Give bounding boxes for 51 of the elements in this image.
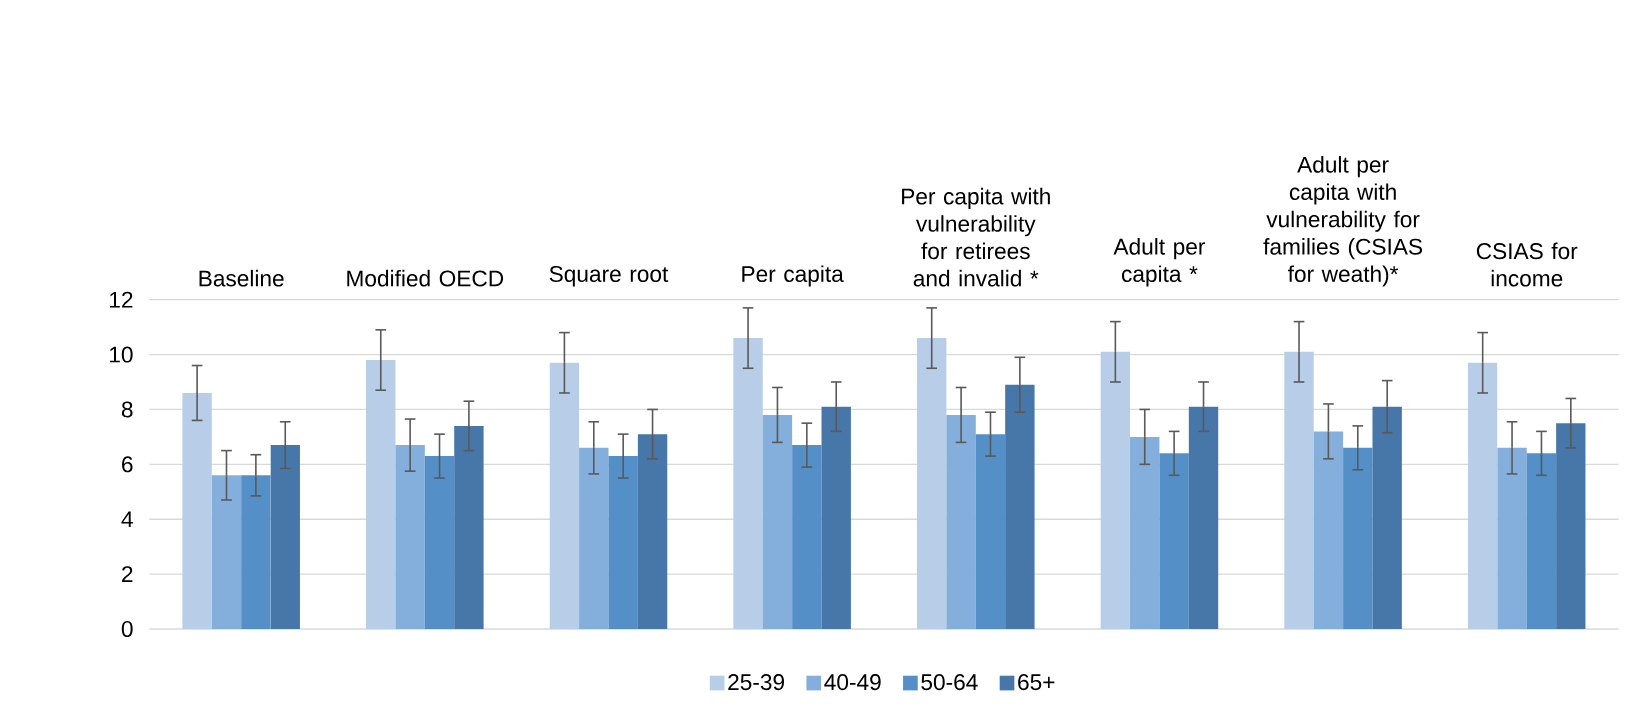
bar <box>608 456 638 629</box>
bar <box>1526 453 1557 629</box>
y-tick-label: 8 <box>121 401 133 418</box>
bar <box>579 447 609 629</box>
bar <box>1313 431 1344 629</box>
bar <box>946 414 976 629</box>
x-tick-label: Adult per capita * <box>1113 238 1206 287</box>
bar <box>270 445 300 629</box>
bar <box>1343 447 1373 629</box>
bar <box>1497 447 1527 629</box>
legend-label: 25-39 <box>728 674 785 691</box>
y-tick-label: 10 <box>110 346 133 363</box>
bar <box>733 338 763 629</box>
bar <box>1467 362 1498 629</box>
bar <box>792 445 822 629</box>
bar <box>762 414 793 629</box>
x-tick-label: Modified OECD <box>347 269 504 287</box>
bar <box>395 445 425 629</box>
bar <box>821 406 851 629</box>
bar <box>917 338 947 629</box>
bar <box>211 475 242 629</box>
legend-label: 40-49 <box>824 674 881 691</box>
x-tick-label: Per capita <box>742 265 844 287</box>
bar <box>1284 351 1314 629</box>
bar <box>241 475 271 629</box>
x-tick-label: Per capita with vulnerability for retirees and invalid * <box>902 187 1050 287</box>
x-tick-label: Square root <box>549 265 669 287</box>
bar <box>424 456 455 629</box>
bar <box>1188 406 1219 629</box>
bar <box>1100 351 1131 629</box>
x-tick-label: Adult per capita with vulnerability for families (CSIAS for weath)* <box>1263 156 1423 287</box>
bar <box>1159 453 1189 629</box>
y-tick-label: 12 <box>110 291 133 308</box>
y-tick-label: 4 <box>121 511 133 528</box>
bar <box>975 434 1006 629</box>
bar <box>1372 406 1402 629</box>
bar <box>1556 423 1586 629</box>
y-tick-label: 2 <box>122 566 133 583</box>
bar <box>182 392 212 629</box>
y-tick-label: 6 <box>122 456 133 473</box>
bar <box>366 360 396 629</box>
x-tick-label: Baseline <box>199 269 284 287</box>
bar <box>637 434 668 629</box>
bar <box>1130 436 1160 629</box>
y-tick-label: 0 <box>121 620 133 638</box>
bar <box>549 362 580 629</box>
x-tick-label: CSIAS for income <box>1476 242 1578 287</box>
bar <box>1005 384 1035 629</box>
legend-label: 50-64 <box>921 674 978 691</box>
legend-label: 65+ <box>1018 674 1055 691</box>
bar <box>454 425 484 629</box>
